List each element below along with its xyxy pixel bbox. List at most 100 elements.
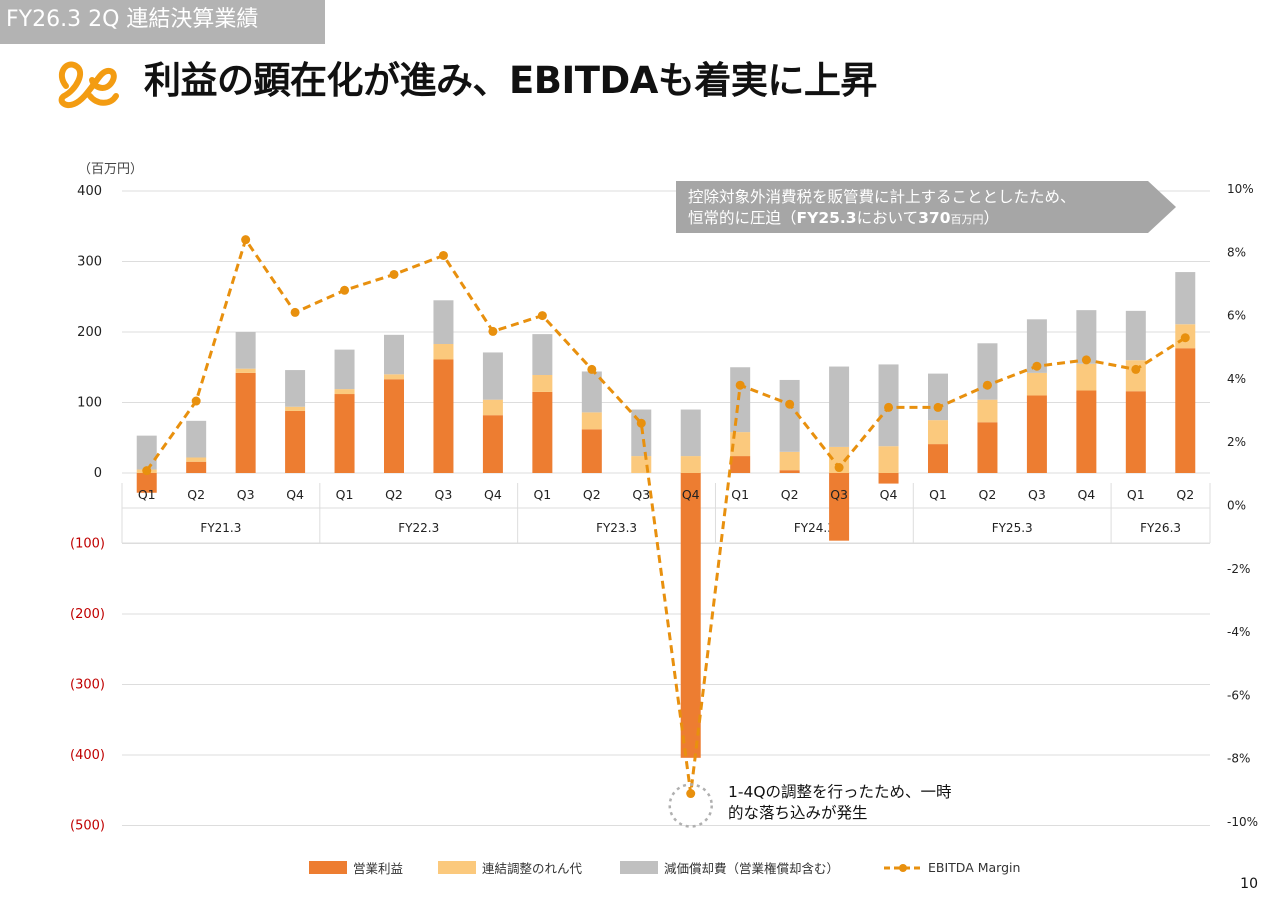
x-tick-label: Q1 xyxy=(138,487,156,502)
bar-depreciation xyxy=(581,371,602,413)
bar-depreciation xyxy=(235,332,256,369)
bar-operating-profit xyxy=(829,473,850,541)
bar-goodwill xyxy=(1125,360,1146,392)
bar-operating-profit xyxy=(730,456,751,473)
group-label: FY21.3 xyxy=(200,521,241,535)
note-line-2: 恒常的に圧迫（FY25.3において370百万円） xyxy=(688,209,999,227)
bar-operating-profit xyxy=(581,429,602,473)
bar-operating-profit xyxy=(928,444,948,473)
y-tick-label: 200 xyxy=(77,325,102,340)
bar-goodwill xyxy=(532,375,553,392)
x-tick-label: Q4 xyxy=(286,487,304,502)
bar-depreciation xyxy=(928,373,948,421)
bar-operating-profit xyxy=(1175,348,1196,473)
dip-highlight-circle xyxy=(668,783,713,828)
y-tick-label: (500) xyxy=(70,819,105,834)
bar-depreciation xyxy=(1175,272,1196,325)
ebitda-margin-point xyxy=(438,250,448,260)
ebitda-margin-point xyxy=(587,364,597,374)
ebitda-margin-point xyxy=(834,463,844,473)
y2-tick-label: -6% xyxy=(1227,688,1250,702)
bar-operating-profit xyxy=(878,473,899,484)
y-tick-label: 100 xyxy=(77,396,102,411)
x-tick-label: Q1 xyxy=(1127,487,1145,502)
bar-goodwill xyxy=(977,399,998,423)
y2-tick-label: 2% xyxy=(1227,435,1246,449)
y2-tick-label: -2% xyxy=(1227,562,1250,576)
x-tick-label: Q2 xyxy=(187,487,205,502)
bar-depreciation xyxy=(482,352,503,400)
ebitda-margin-point xyxy=(389,269,399,279)
legend-label-ebitda: EBITDA Margin xyxy=(928,860,1020,875)
bar-depreciation xyxy=(186,420,207,458)
bar-operating-profit xyxy=(977,422,998,473)
ebitda-margin-line xyxy=(145,238,1187,796)
y-tick-label: 0 xyxy=(94,466,102,481)
ebitda-margin-point xyxy=(290,307,300,317)
bar-depreciation xyxy=(384,334,404,375)
annotation-line-1: 1-4Qの調整を行ったため、一時 xyxy=(728,783,952,801)
bar-goodwill xyxy=(928,420,948,445)
x-tick-label: Q1 xyxy=(336,487,354,502)
y-axis-unit-label: （百万円） xyxy=(78,162,143,177)
bar-depreciation xyxy=(285,370,306,407)
bar-operating-profit xyxy=(532,391,553,473)
x-tick-label: Q3 xyxy=(237,487,255,502)
page-title: 利益の顕在化が進み、EBITDAも着実に上昇 xyxy=(144,59,877,102)
x-tick-label: Q4 xyxy=(682,487,700,502)
x-tick-label: Q3 xyxy=(632,487,650,502)
y-tick-label: (400) xyxy=(70,748,105,763)
ebitda-margin-point xyxy=(982,380,992,390)
x-tick-label: Q3 xyxy=(1028,487,1046,502)
bar-goodwill xyxy=(384,374,404,380)
bar-operating-profit xyxy=(433,359,454,473)
y-tick-label: (200) xyxy=(70,607,105,622)
ebitda-margin-point xyxy=(686,789,696,799)
note-text: 控除対象外消費税を販管費に計上することとしたため、 恒常的に圧迫（FY25.3に… xyxy=(688,187,1076,230)
ebitda-margin-point xyxy=(1032,361,1042,371)
y2-tick-label: -4% xyxy=(1227,625,1250,639)
y2-tick-label: -8% xyxy=(1227,752,1250,766)
x-tick-label: Q1 xyxy=(533,487,551,502)
company-logo-icon xyxy=(58,61,119,108)
group-label: FY24.3 xyxy=(794,521,835,535)
ebitda-margin-point xyxy=(488,326,498,336)
ebitda-margin-point xyxy=(142,466,152,476)
bar-depreciation xyxy=(730,367,751,433)
bar-depreciation xyxy=(779,379,800,452)
bar-depreciation xyxy=(334,349,355,390)
group-label: FY23.3 xyxy=(596,521,637,535)
x-tick-label: Q2 xyxy=(781,487,799,502)
note-line-1: 控除対象外消費税を販管費に計上することとしたため、 xyxy=(688,188,1076,206)
ebitda-margin-point xyxy=(933,402,943,412)
x-tick-label: Q2 xyxy=(1176,487,1194,502)
ebitda-margin-point xyxy=(785,399,795,409)
note-callout xyxy=(676,181,1176,233)
group-label: FY26.3 xyxy=(1140,521,1181,535)
x-tick-label: Q2 xyxy=(979,487,997,502)
bar-goodwill xyxy=(186,457,207,462)
bar-depreciation xyxy=(1125,310,1146,361)
bar-depreciation xyxy=(532,334,553,376)
bar-operating-profit xyxy=(680,473,701,758)
legend-swatch-goodwill xyxy=(438,861,476,874)
bar-depreciation xyxy=(433,300,454,344)
y2-tick-label: 8% xyxy=(1227,245,1246,259)
x-tick-label: Q1 xyxy=(929,487,947,502)
bar-operating-profit xyxy=(1026,395,1047,473)
bar-depreciation xyxy=(1076,310,1097,364)
page-number: 10 xyxy=(1240,876,1258,892)
y2-tick-label: 4% xyxy=(1227,372,1246,386)
y-tick-label: 400 xyxy=(77,184,102,199)
bar-operating-profit xyxy=(235,372,256,473)
bar-operating-profit xyxy=(1076,390,1097,473)
bar-depreciation xyxy=(680,409,701,457)
x-tick-label: Q1 xyxy=(731,487,749,502)
x-tick-label: Q4 xyxy=(484,487,502,502)
bar-operating-profit xyxy=(1125,391,1146,473)
group-label: FY22.3 xyxy=(398,521,439,535)
legend-label-goodwill: 連結調整のれん代 xyxy=(482,861,583,876)
ebitda-margin-point xyxy=(636,418,646,428)
bar-depreciation xyxy=(829,366,850,447)
